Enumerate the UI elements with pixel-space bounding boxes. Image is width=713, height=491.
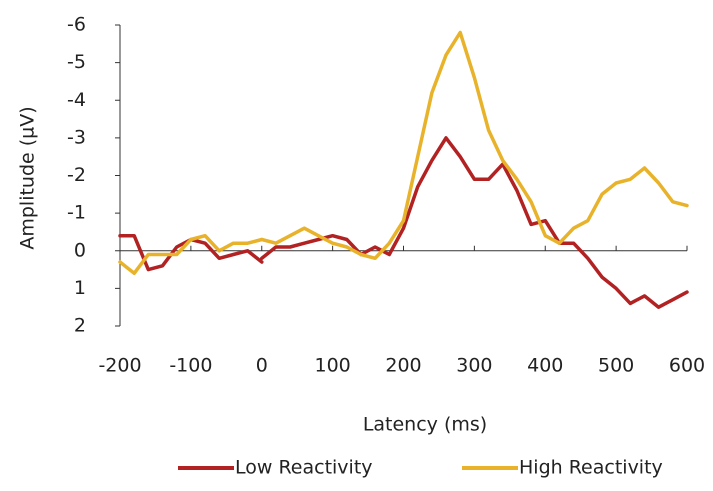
y-tick-label: -3 [67, 126, 86, 148]
y-tick-label: -6 [67, 14, 86, 36]
series-line [260, 30, 689, 261]
x-tick-label: -100 [169, 355, 212, 377]
series-line [260, 136, 689, 309]
x-tick-label: 300 [456, 355, 492, 377]
x-tick-label: 100 [314, 355, 350, 377]
y-tick-label: -4 [67, 89, 86, 111]
x-tick-label: 400 [527, 355, 563, 377]
y-tick-label: -2 [67, 164, 86, 186]
x-tick-label: -200 [98, 355, 141, 377]
y-tick-label: 2 [74, 315, 86, 337]
y-tick-label: 1 [74, 277, 86, 299]
legend-label: High Reactivity [519, 457, 663, 479]
x-tick-label: 600 [669, 355, 705, 377]
y-tick-label: -5 [67, 51, 86, 73]
x-tick-label: 500 [598, 355, 634, 377]
x-axis-title: Latency (ms) [363, 414, 487, 436]
y-tick-label: 0 [74, 239, 86, 261]
series-line [118, 233, 264, 276]
x-tick-label: 200 [385, 355, 421, 377]
y-axis-title: Amplitude (µV) [17, 106, 39, 249]
x-tick-label: 0 [256, 355, 268, 377]
y-tick-label: -1 [67, 202, 86, 224]
legend-label: Low Reactivity [235, 457, 373, 479]
